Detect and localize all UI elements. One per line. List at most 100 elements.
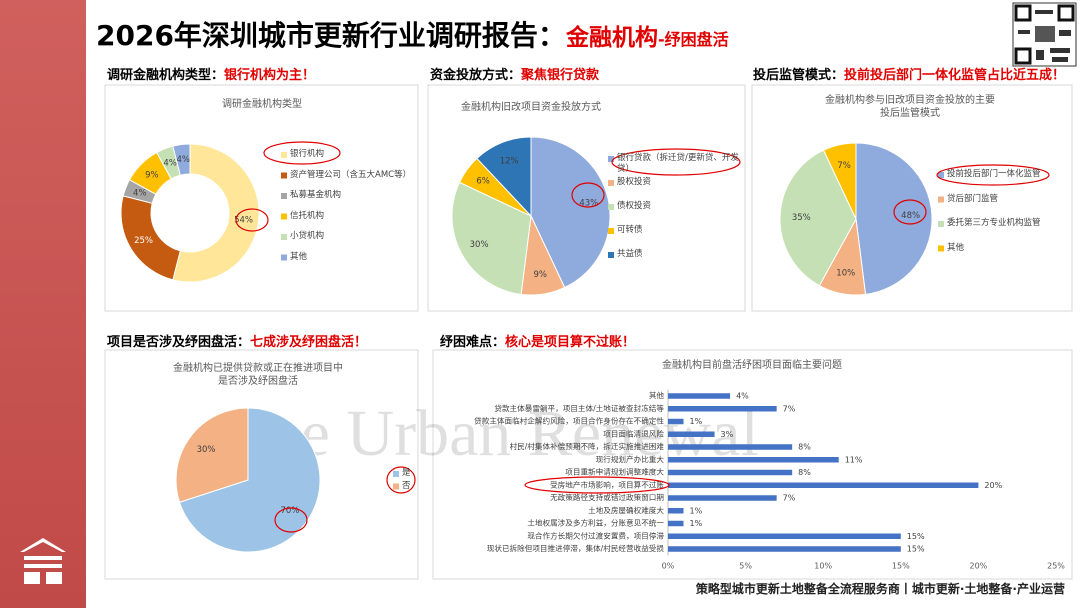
bar bbox=[668, 431, 715, 437]
data-label: 7% bbox=[783, 404, 796, 413]
y-tick-label: 村民/村集体补偿预期不降，拆迁实施推进困难 bbox=[510, 441, 665, 451]
highlight-circle bbox=[263, 141, 341, 165]
legend-swatch bbox=[938, 196, 944, 203]
data-label: 12% bbox=[500, 156, 519, 166]
data-label: 10% bbox=[836, 268, 855, 278]
chart-title: 金融机构旧改项目资金投放方式 bbox=[461, 102, 601, 113]
legend-label: 否 bbox=[402, 480, 411, 491]
legend-label: 其他 bbox=[290, 251, 308, 262]
section-heading: 投后监管模式：投前投后部门一体化监管占比近五成！ bbox=[753, 64, 1065, 83]
data-label: 3% bbox=[721, 430, 734, 439]
data-label: 54% bbox=[234, 215, 253, 225]
y-tick-label: 无政策路径支持或错过政策窗口期 bbox=[550, 492, 664, 502]
legend-label: 共益债 bbox=[617, 249, 643, 259]
legend-swatch bbox=[393, 471, 399, 477]
slice bbox=[451, 181, 532, 295]
bar bbox=[668, 457, 839, 463]
x-tick-label: 15% bbox=[892, 562, 910, 571]
legend-swatch bbox=[938, 172, 944, 178]
legend-swatch bbox=[281, 172, 287, 179]
legend-label: 信托机构 bbox=[290, 210, 325, 221]
data-label: 15% bbox=[907, 532, 925, 541]
title-sub: -纾困盘活 bbox=[657, 30, 729, 49]
section-heading: 项目是否涉及纾困盘活：七成涉及纾困盘活！ bbox=[107, 331, 367, 350]
legend-label: 股权投资 bbox=[617, 177, 652, 187]
legend-label: 小贷机构 bbox=[290, 231, 325, 241]
section-heading: 调研金融机构类型：银行机构为主！ bbox=[107, 64, 315, 83]
section-label: 项目是否涉及纾困盘活： bbox=[107, 335, 251, 350]
y-tick-label: 现合作方长期欠付过渡安置费，项目停滞 bbox=[527, 530, 664, 540]
chart-title: 调研金融机构类型 bbox=[222, 99, 302, 110]
slice bbox=[822, 142, 857, 220]
legend-swatch bbox=[281, 152, 287, 158]
data-label: 4% bbox=[736, 392, 749, 401]
data-label: 8% bbox=[798, 443, 811, 452]
slice bbox=[175, 407, 249, 503]
legend-swatch bbox=[281, 193, 287, 199]
y-tick-label: 土地及房屋确权难度大 bbox=[588, 505, 664, 515]
bar bbox=[668, 482, 979, 488]
data-label: 43% bbox=[579, 199, 598, 209]
data-label: 20% bbox=[984, 481, 1002, 490]
legend-label: 其他 bbox=[947, 242, 965, 253]
highlight-circle bbox=[524, 476, 670, 494]
bar bbox=[668, 533, 901, 539]
qr-code bbox=[1012, 2, 1077, 67]
slice bbox=[779, 149, 857, 287]
side-strip bbox=[0, 0, 86, 608]
highlight-circle bbox=[571, 182, 605, 208]
legend-label: 银行贷款（拆迁贷/更新贷、开发贷） bbox=[617, 153, 739, 174]
data-label: 4% bbox=[163, 158, 177, 168]
data-label: 70% bbox=[280, 506, 299, 516]
data-label: 1% bbox=[690, 417, 703, 426]
slice bbox=[855, 142, 933, 295]
footer: 策略型城市更新土地整备全流程服务商丨城市更新·土地整备·产业运营 bbox=[695, 582, 1065, 596]
y-tick-label: 受房地产市场影响，项目算不过账 bbox=[550, 479, 664, 489]
legend-label: 可转债 bbox=[617, 225, 643, 235]
x-tick-label: 5% bbox=[739, 562, 752, 571]
legend-label: 投前投后部门一体化监管 bbox=[947, 169, 1041, 179]
y-tick-label: 其他 bbox=[649, 390, 665, 400]
x-tick-label: 10% bbox=[814, 562, 832, 571]
slice bbox=[172, 143, 260, 283]
section-highlight: 七成涉及纾困盘活！ bbox=[250, 335, 368, 350]
slice bbox=[172, 143, 191, 176]
data-label: 48% bbox=[901, 211, 920, 221]
slice bbox=[476, 136, 532, 218]
section-label: 资金投放方式： bbox=[430, 68, 522, 83]
data-label: 1% bbox=[690, 519, 703, 528]
y-tick-label: 现状已拆除但项目推进停滞，集体/村民经营收益受损 bbox=[487, 543, 665, 553]
legend-label: 委托第三方专业机构监管 bbox=[947, 218, 1041, 228]
highlight-circle bbox=[235, 208, 269, 232]
section-highlight: 聚焦银行贷款 bbox=[521, 68, 600, 83]
legend-swatch bbox=[608, 156, 614, 162]
section-highlight: 核心是项目算不过账！ bbox=[505, 335, 636, 350]
data-label: 11% bbox=[845, 455, 863, 464]
legend-swatch bbox=[938, 245, 944, 252]
data-label: 6% bbox=[476, 177, 490, 187]
x-tick-label: 20% bbox=[970, 562, 988, 571]
data-label: 7% bbox=[837, 161, 851, 171]
section-label: 纾困难点： bbox=[440, 335, 506, 350]
legend-label: 银行机构 bbox=[290, 149, 325, 159]
y-tick-label: 贷款主体面临村企解约风险，项目合作身份存在不确定性 bbox=[474, 416, 664, 426]
data-label: 4% bbox=[133, 189, 147, 199]
data-label: 1% bbox=[690, 506, 703, 515]
y-tick-label: 项目重新申请规划调整难度大 bbox=[565, 467, 664, 477]
legend-label: 私募基金机构 bbox=[290, 190, 342, 200]
legend-swatch bbox=[608, 252, 614, 258]
highlight-circle bbox=[386, 466, 416, 494]
title-highlight: 金融机构 bbox=[565, 25, 658, 51]
data-label: 25% bbox=[134, 236, 153, 246]
y-tick-label: 土地权属涉及多方利益，分账意见不统一 bbox=[527, 518, 664, 528]
data-label: 35% bbox=[792, 213, 811, 223]
y-tick-label: 项目面临清退风险 bbox=[603, 428, 664, 438]
bar bbox=[668, 444, 793, 450]
legend-swatch bbox=[938, 221, 944, 227]
chart-title: 金融机构已提供贷款或正在推进项目中是否涉及纾困盘活 bbox=[173, 363, 343, 387]
legend-label: 资产管理公司（含五大AMC等） bbox=[290, 169, 412, 180]
bar bbox=[668, 520, 684, 527]
legend-swatch bbox=[608, 180, 614, 186]
chart-title: 金融机构目前盘活纾困项目面临主要问题 bbox=[662, 360, 842, 371]
